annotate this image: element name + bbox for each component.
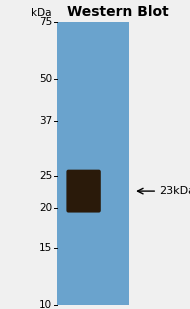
Text: 10: 10 — [39, 300, 52, 309]
Text: 37: 37 — [39, 116, 52, 126]
Text: kDa: kDa — [32, 8, 52, 18]
Text: 25: 25 — [39, 171, 52, 181]
Text: 15: 15 — [39, 243, 52, 253]
Text: 50: 50 — [39, 74, 52, 84]
Text: 20: 20 — [39, 203, 52, 213]
Text: Western Blot: Western Blot — [67, 5, 169, 19]
Text: 23kDa: 23kDa — [159, 186, 190, 196]
FancyBboxPatch shape — [66, 170, 101, 213]
Text: 75: 75 — [39, 17, 52, 27]
Bar — [57, 22, 129, 305]
